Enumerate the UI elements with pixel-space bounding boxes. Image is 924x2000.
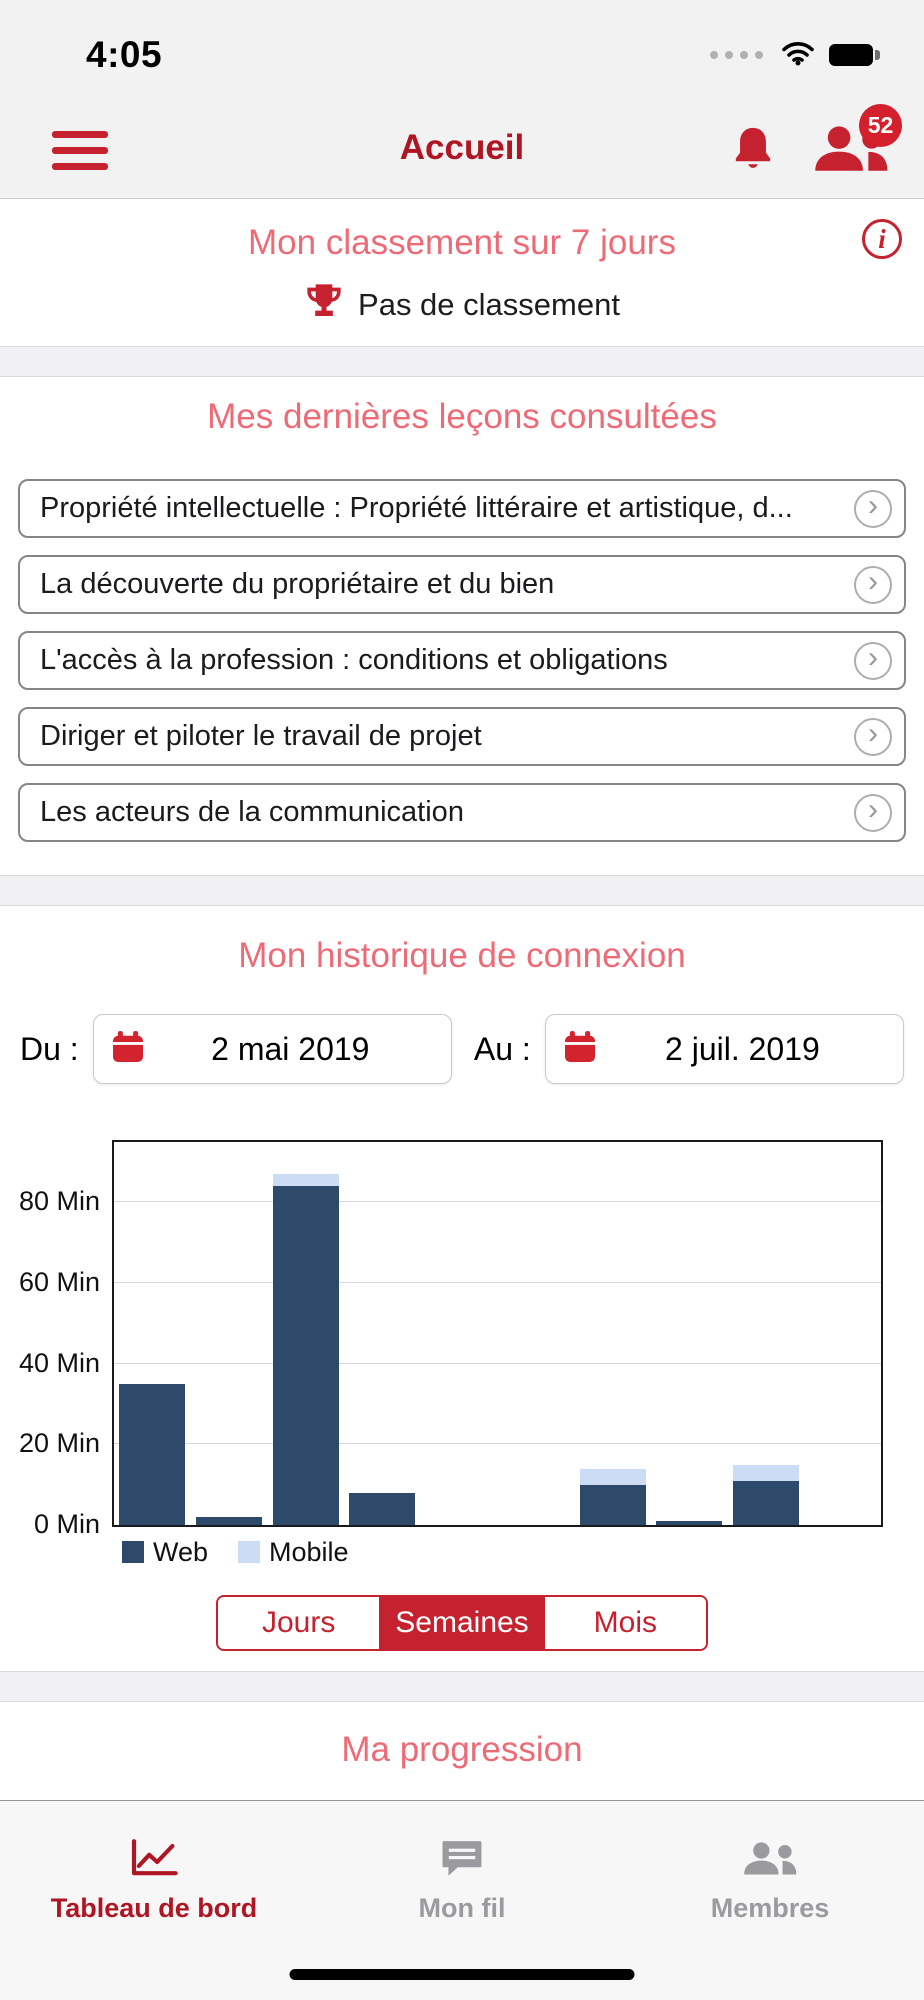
history-section: Mon historique de connexion Du : 2 mai 2… bbox=[0, 906, 924, 1671]
bottom-tab-bar: Tableau de bord Mon fil Membres bbox=[0, 1800, 924, 2000]
chevron-right-icon: › bbox=[854, 793, 892, 832]
ranking-title: Mon classement sur 7 jours bbox=[248, 223, 676, 262]
lesson-item[interactable]: Diriger et piloter le travail de projet … bbox=[18, 707, 906, 766]
y-tick-label: 20 Min bbox=[18, 1428, 100, 1459]
chevron-right-icon: › bbox=[854, 641, 892, 680]
notifications-button[interactable] bbox=[732, 125, 774, 174]
chat-icon bbox=[440, 1837, 484, 1879]
lesson-title: L'accès à la profession : conditions et … bbox=[40, 644, 668, 676]
calendar-icon bbox=[110, 1029, 146, 1070]
bell-icon bbox=[732, 127, 774, 174]
battery-icon bbox=[829, 44, 880, 66]
tab-mon-fil[interactable]: Mon fil bbox=[308, 1801, 616, 2000]
chart-plot-area bbox=[112, 1140, 883, 1527]
clock: 4:05 bbox=[86, 34, 163, 75]
lesson-item[interactable]: La découverte du propriétaire et du bien… bbox=[18, 555, 906, 614]
usage-bar-3 bbox=[272, 1174, 339, 1525]
lessons-section: Mes dernières leçons consultées Propriét… bbox=[0, 377, 924, 875]
tab-label: Tableau de bord bbox=[50, 1893, 258, 1923]
period-tab-jours[interactable]: Jours bbox=[218, 1597, 380, 1649]
usage-bar-7 bbox=[579, 1468, 646, 1525]
lesson-title: Propriété intellectuelle : Propriété lit… bbox=[40, 492, 793, 524]
usage-bar-4 bbox=[349, 1492, 416, 1525]
lesson-item[interactable]: Les acteurs de la communication › bbox=[18, 783, 906, 842]
lesson-title: Diriger et piloter le travail de projet bbox=[40, 720, 482, 752]
lesson-item[interactable]: L'accès à la profession : conditions et … bbox=[18, 631, 906, 690]
lesson-title: Les acteurs de la communication bbox=[40, 796, 464, 828]
members-button[interactable]: 52 bbox=[808, 104, 902, 177]
lessons-title: Mes dernières leçons consultées bbox=[207, 397, 717, 436]
history-title: Mon historique de connexion bbox=[238, 936, 686, 975]
from-label: Du : bbox=[20, 1030, 79, 1067]
to-date-value: 2 juil. 2019 bbox=[665, 1030, 820, 1067]
progression-section: Ma progression bbox=[0, 1702, 924, 1800]
from-date-picker[interactable]: 2 mai 2019 bbox=[92, 1014, 452, 1084]
members-icon bbox=[741, 1837, 799, 1879]
members-badge: 52 bbox=[859, 104, 902, 147]
tab-membres[interactable]: Membres bbox=[616, 1801, 924, 2000]
section-divider bbox=[0, 346, 924, 377]
chevron-right-icon: › bbox=[854, 717, 892, 756]
period-tab-mois[interactable]: Mois bbox=[542, 1597, 706, 1649]
trophy-icon bbox=[304, 281, 344, 329]
top-area: 4:05 Accueil bbox=[0, 0, 924, 199]
page-title: Accueil bbox=[399, 128, 525, 167]
section-divider bbox=[0, 875, 924, 906]
usage-bar-8 bbox=[656, 1521, 723, 1525]
lesson-item[interactable]: Propriété intellectuelle : Propriété lit… bbox=[18, 479, 906, 538]
y-tick-label: 40 Min bbox=[18, 1347, 100, 1378]
lesson-title: La découverte du propriétaire et du bien bbox=[40, 568, 555, 600]
tab-label: Membres bbox=[710, 1893, 830, 1923]
usage-bar-2 bbox=[196, 1516, 263, 1525]
tab-tableau-de-bord[interactable]: Tableau de bord bbox=[0, 1801, 308, 2000]
home-indicator bbox=[289, 1969, 635, 1980]
to-date-picker[interactable]: 2 juil. 2019 bbox=[544, 1014, 905, 1084]
calendar-icon bbox=[562, 1029, 598, 1070]
legend-web: Web bbox=[122, 1537, 208, 1568]
usage-bar-1 bbox=[119, 1383, 186, 1525]
progression-title: Ma progression bbox=[341, 1730, 583, 1769]
period-segmented-control: Jours Semaines Mois bbox=[216, 1595, 708, 1651]
chevron-right-icon: › bbox=[854, 489, 892, 528]
from-date-value: 2 mai 2019 bbox=[211, 1030, 370, 1067]
chart-y-axis: 0 Min 20 Min 40 Min 60 Min 80 Min bbox=[0, 1140, 112, 1538]
ranking-result: Pas de classement bbox=[0, 281, 924, 329]
to-label: Au : bbox=[473, 1030, 531, 1067]
status-bar: 4:05 bbox=[0, 0, 924, 100]
dashboard-chart-icon bbox=[130, 1837, 178, 1879]
y-tick-label: 80 Min bbox=[18, 1186, 100, 1217]
cellular-signal-icon bbox=[710, 51, 763, 59]
status-icons bbox=[710, 40, 880, 71]
date-range-row: Du : 2 mai 2019 Au : bbox=[20, 1014, 905, 1084]
y-tick-label: 0 Min bbox=[33, 1509, 100, 1539]
period-tab-semaines[interactable]: Semaines bbox=[379, 1597, 543, 1649]
app-header: Accueil bbox=[0, 100, 924, 198]
menu-button[interactable] bbox=[52, 131, 108, 170]
chart-legend: Web Mobile bbox=[122, 1537, 924, 1567]
ranking-section: Mon classement sur 7 jours i Pas de clas… bbox=[0, 199, 924, 346]
wifi-icon bbox=[781, 40, 815, 71]
chevron-right-icon: › bbox=[854, 565, 892, 604]
y-tick-label: 60 Min bbox=[18, 1267, 100, 1298]
connection-chart: 0 Min 20 Min 40 Min 60 Min 80 Min bbox=[0, 1140, 924, 1538]
legend-mobile: Mobile bbox=[238, 1537, 349, 1568]
ranking-empty-text: Pas de classement bbox=[358, 287, 620, 322]
section-divider bbox=[0, 1671, 924, 1702]
people-icon bbox=[810, 126, 892, 177]
info-icon[interactable]: i bbox=[862, 219, 902, 259]
tab-label: Mon fil bbox=[418, 1893, 506, 1923]
usage-bar-9 bbox=[732, 1464, 799, 1525]
